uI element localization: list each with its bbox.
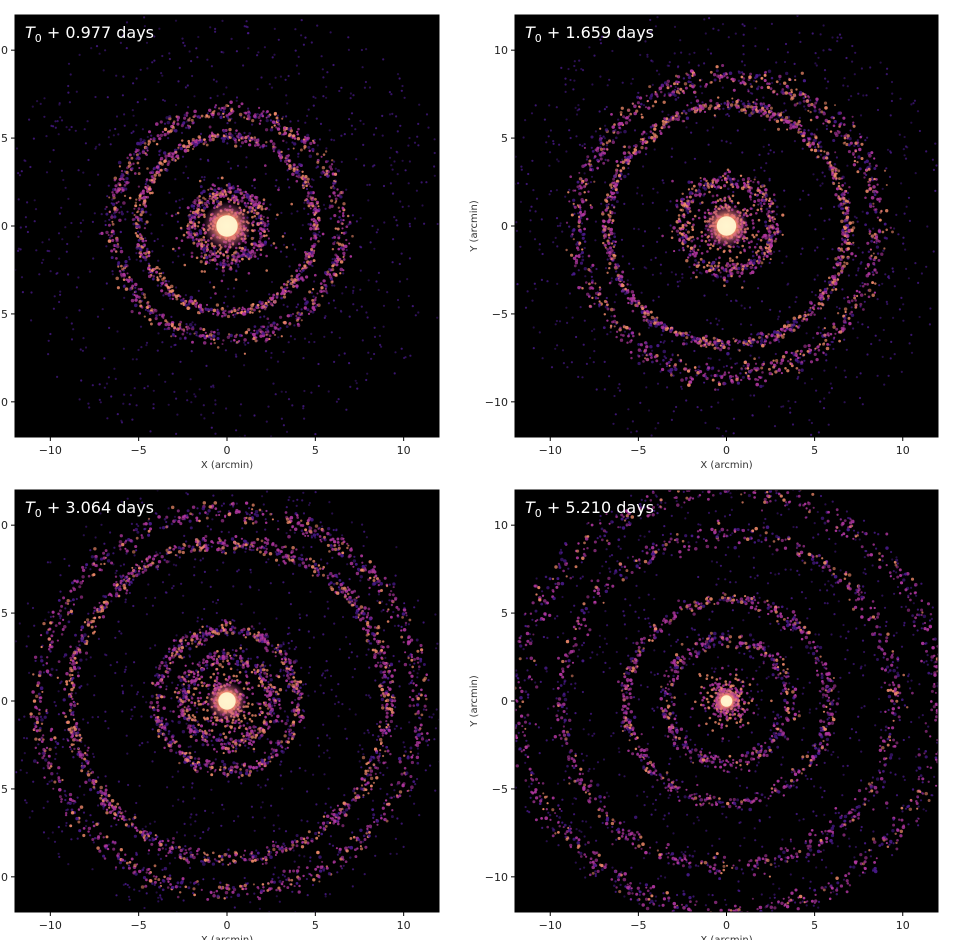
x-tick-label: 0 xyxy=(723,919,730,932)
y-tick-label: −10 xyxy=(485,396,508,409)
y-tick-label: 10 xyxy=(0,44,8,57)
x-tick-label: 10 xyxy=(896,919,910,932)
panel-title: T0 + 3.064 days xyxy=(25,498,154,520)
photon-scatter xyxy=(515,490,938,912)
y-tick-label: −5 xyxy=(0,308,8,321)
x-tick-label: 0 xyxy=(224,919,231,932)
x-tick-label: 5 xyxy=(312,444,319,457)
panel-title: T0 + 5.210 days xyxy=(525,498,654,520)
x-tick-label: −5 xyxy=(630,919,646,932)
panel-4: −10 −5 0 5 10 10 5 0 −5 −10 X (arcmin) Y (arcmin) T0… xyxy=(469,489,939,940)
ring-2 xyxy=(601,96,856,356)
x-tick-label: 10 xyxy=(896,444,910,457)
x-axis-label: X (arcmin) xyxy=(700,460,752,471)
x-tick-label: −5 xyxy=(131,444,147,457)
x-tick-label: 0 xyxy=(224,444,231,457)
x-tick-label: 5 xyxy=(312,919,319,932)
photon-scatter xyxy=(15,490,439,912)
x-tick-label: 0 xyxy=(723,444,730,457)
x-tick-label: −10 xyxy=(39,919,62,932)
y-tick-label: −5 xyxy=(492,308,508,321)
y-tick-label: 5 xyxy=(1,607,8,620)
ring-4 xyxy=(29,501,431,901)
y-tick-label: −10 xyxy=(0,871,8,884)
x-tick-label: 5 xyxy=(811,444,818,457)
panel-3: −10 −5 0 5 10 10 5 0 −5 −10 X (arcmin) T0 + 3.064 d… xyxy=(0,489,440,940)
y-tick-label: −10 xyxy=(0,396,8,409)
x-axis-label: X (arcmin) xyxy=(700,935,752,940)
x-tick-label: −10 xyxy=(539,444,562,457)
y-tick-label: 10 xyxy=(494,519,508,532)
y-tick-label: 5 xyxy=(501,607,508,620)
y-tick-label: 0 xyxy=(501,220,508,233)
ring-2 xyxy=(148,619,305,779)
y-tick-label: 0 xyxy=(1,695,8,708)
y-tick-label: −5 xyxy=(0,783,8,796)
ring-1 xyxy=(185,176,270,273)
y-axis-label: Y (arcmin) xyxy=(469,675,480,728)
ring-3 xyxy=(565,63,894,391)
ring-2 xyxy=(131,127,325,319)
x-axis-label: X (arcmin) xyxy=(201,935,253,940)
y-tick-label: 0 xyxy=(1,220,8,233)
panel-title: T0 + 1.659 days xyxy=(525,23,654,45)
y-tick-label: 10 xyxy=(494,44,508,57)
panel-title: T0 + 0.977 days xyxy=(25,23,154,45)
ring-1 xyxy=(175,648,283,755)
panel-2: −10 −5 0 5 10 10 5 0 −5 −10 X (arcmin) Y (arcmin) T0… xyxy=(469,14,939,471)
ring-1 xyxy=(659,631,801,773)
x-tick-label: −5 xyxy=(131,919,147,932)
y-tick-label: −5 xyxy=(492,783,508,796)
x-tick-label: −10 xyxy=(539,919,562,932)
x-tick-label: −5 xyxy=(630,444,646,457)
photon-scatter xyxy=(15,16,439,437)
ring-3 xyxy=(544,519,914,881)
x-tick-label: 10 xyxy=(397,444,411,457)
y-tick-label: 0 xyxy=(501,695,508,708)
ring-3 xyxy=(100,100,354,355)
x-axis-label: X (arcmin) xyxy=(201,460,253,471)
photon-scatter xyxy=(515,15,938,437)
y-tick-label: −10 xyxy=(485,871,508,884)
x-tick-label: 5 xyxy=(811,919,818,932)
y-tick-label: 5 xyxy=(1,132,8,145)
x-tick-label: −10 xyxy=(39,444,62,457)
panel-1: −10 −5 0 5 10 10 5 0 −5 −10 X (arcmin) T0 + 0.977 d… xyxy=(0,14,440,471)
ring-2 xyxy=(617,591,839,812)
y-tick-label: 5 xyxy=(501,132,508,145)
y-axis-label: Y (arcmin) xyxy=(469,200,480,253)
x-tick-label: 10 xyxy=(397,919,411,932)
y-tick-label: 10 xyxy=(0,519,8,532)
ring-3 xyxy=(62,534,397,866)
